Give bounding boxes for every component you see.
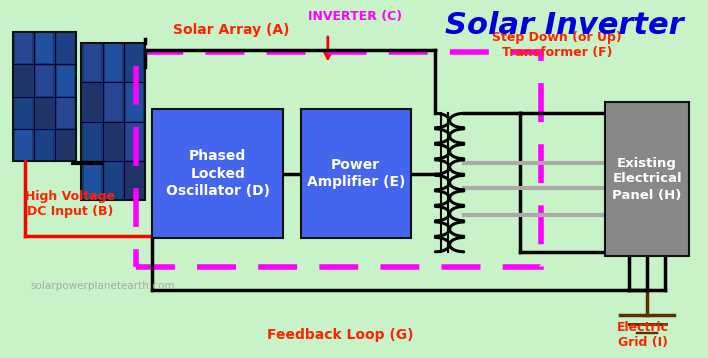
Text: INVERTER (C): INVERTER (C)	[308, 10, 402, 23]
Text: Power
Amplifier (E): Power Amplifier (E)	[307, 158, 405, 189]
FancyBboxPatch shape	[105, 44, 122, 81]
FancyBboxPatch shape	[84, 83, 101, 121]
FancyBboxPatch shape	[13, 32, 76, 161]
FancyBboxPatch shape	[36, 33, 53, 63]
FancyBboxPatch shape	[15, 33, 32, 63]
FancyBboxPatch shape	[36, 130, 53, 160]
Text: Phased
Locked
Oscillator (D): Phased Locked Oscillator (D)	[166, 149, 270, 198]
Text: Solar Array (A): Solar Array (A)	[173, 23, 290, 38]
FancyBboxPatch shape	[57, 98, 74, 128]
FancyBboxPatch shape	[84, 162, 101, 199]
FancyBboxPatch shape	[105, 83, 122, 121]
Text: Feedback Loop (G): Feedback Loop (G)	[267, 328, 413, 342]
Text: solarpowerplanetearth.com: solarpowerplanetearth.com	[30, 281, 175, 291]
Text: High Voltage
DC Input (B): High Voltage DC Input (B)	[25, 190, 115, 218]
Text: Step Down (or Up)
Transformer (F): Step Down (or Up) Transformer (F)	[492, 31, 622, 59]
FancyBboxPatch shape	[15, 66, 32, 96]
FancyBboxPatch shape	[15, 98, 32, 128]
Text: Solar Inverter: Solar Inverter	[445, 11, 683, 40]
Text: Existing
Electrical
Panel (H): Existing Electrical Panel (H)	[612, 156, 682, 202]
FancyBboxPatch shape	[301, 109, 411, 238]
FancyBboxPatch shape	[126, 162, 143, 199]
Bar	[136, 52, 541, 267]
FancyBboxPatch shape	[36, 98, 53, 128]
FancyBboxPatch shape	[126, 123, 143, 160]
FancyBboxPatch shape	[36, 66, 53, 96]
FancyBboxPatch shape	[15, 130, 32, 160]
FancyBboxPatch shape	[105, 162, 122, 199]
FancyBboxPatch shape	[605, 102, 689, 256]
FancyBboxPatch shape	[57, 130, 74, 160]
FancyBboxPatch shape	[84, 44, 101, 81]
FancyBboxPatch shape	[126, 83, 143, 121]
Text: Electric
Grid (I): Electric Grid (I)	[617, 321, 669, 349]
FancyBboxPatch shape	[152, 109, 283, 238]
FancyBboxPatch shape	[126, 44, 143, 81]
FancyBboxPatch shape	[84, 123, 101, 160]
FancyBboxPatch shape	[57, 33, 74, 63]
FancyBboxPatch shape	[105, 123, 122, 160]
FancyBboxPatch shape	[57, 66, 74, 96]
FancyBboxPatch shape	[81, 43, 145, 200]
